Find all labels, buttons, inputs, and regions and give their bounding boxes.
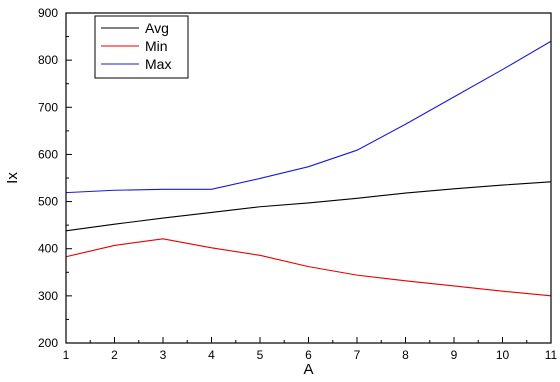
legend: Avg Min Max: [94, 15, 189, 79]
plot-frame: [65, 12, 552, 344]
y-tick-label: 300: [38, 289, 58, 303]
y-tick-label: 200: [38, 336, 58, 350]
x-tick-label: 9: [451, 348, 458, 362]
tick-labels: 1 2 3 4 5 6 7 8 9 10 11 200 300 400 500 600 700 800 900: [38, 6, 558, 362]
legend-label: Max: [145, 56, 171, 72]
x-tick-label: 7: [354, 348, 361, 362]
x-tick-label: 10: [496, 348, 510, 362]
x-tick-label: 4: [208, 348, 215, 362]
y-tick-label: 500: [38, 195, 58, 209]
legend-label: Min: [145, 38, 168, 54]
legend-box: [94, 15, 189, 79]
x-tick-label: 3: [160, 348, 167, 362]
y-tick-label: 700: [38, 100, 58, 114]
x-tick-label: 8: [402, 348, 409, 362]
plot-series: [65, 40, 552, 297]
series-line-avg: [65, 181, 552, 232]
x-tick-label: 1: [63, 348, 70, 362]
legend-label: Avg: [145, 20, 169, 36]
series-line-max: [65, 40, 552, 194]
x-tick-label: 11: [545, 348, 558, 362]
x-tick-label: 6: [305, 348, 312, 362]
y-axis-label: Ix: [4, 172, 21, 184]
y-tick-label: 400: [38, 242, 58, 256]
x-axis-label: A: [303, 361, 313, 378]
series-line-min: [65, 238, 552, 297]
y-tick-label: 600: [38, 147, 58, 161]
x-tick-label: 2: [111, 348, 118, 362]
x-tick-label: 5: [257, 348, 264, 362]
y-tick-label: 800: [38, 53, 58, 67]
y-tick-label: 900: [38, 6, 58, 20]
